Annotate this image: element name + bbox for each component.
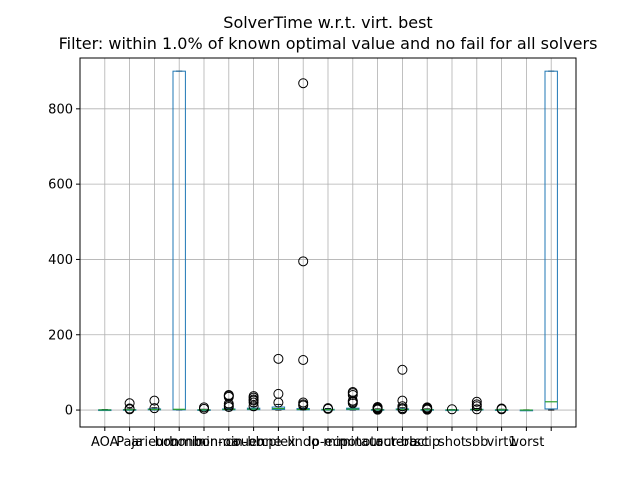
x-tick-label: lindo [287,435,319,450]
x-tick-label: bonmin [155,435,204,450]
y-axis: 0 200 400 600 800 [48,102,80,419]
outlier-point [298,256,309,267]
x-tick-label: minotaur-bb [338,435,417,450]
outlier-point [298,78,309,89]
x-tick-label: scip [414,435,440,450]
box-layer [98,70,558,415]
x-tick-label: shot [438,435,466,450]
x-tick-label: octeract [376,435,430,450]
outlier-point [471,404,482,415]
x-tick-label: couenne [226,435,282,450]
x-tick-label: minotaur [323,435,383,450]
y-tick-label: 400 [48,253,73,268]
outlier-point [223,389,234,400]
outlier-point [273,353,284,364]
outlier-point [273,388,284,399]
outlier-point [422,402,433,413]
outlier-point [397,395,408,406]
y-tick-label: 800 [48,102,73,117]
chart-subtitle: Filter: within 1.0% of known optimal val… [59,34,598,53]
outlier-point [447,404,457,415]
x-tick-label: AOA [91,435,119,450]
outlier-point [471,399,482,410]
x-tick-label: virt1 [487,435,517,450]
grid-layer [80,58,576,427]
box-iqr [544,70,558,410]
outlier-point [323,403,333,414]
x-tick-label: lp-ecp [308,435,348,450]
outlier-point [372,402,383,413]
x-tick-label: cplex [261,435,296,450]
y-tick-label: 200 [48,328,73,343]
chart-title: SolverTime w.r.t. virt. best [223,13,432,32]
outlier-point [347,386,358,397]
x-tick-label: arieurn [131,435,178,450]
outlier-point [149,403,160,414]
outlier-point [397,401,408,412]
y-tick-label: 600 [48,178,73,193]
x-tick-label: bonmin-oa [169,435,239,450]
y-tick-label: 0 [65,404,73,419]
outlier-point [471,396,482,407]
x-tick-label: bonmin-bb [194,435,264,450]
x-axis: AOAPajaarieurnbonminbonmin-oabonmin-bbco… [91,427,552,450]
x-tick-label: sbb [465,435,488,450]
outlier-point [124,403,135,414]
outlier-point [248,391,259,402]
outlier-point [298,354,309,365]
outlier-point [397,364,408,375]
x-tick-label: Paja [116,435,143,450]
outlier-point [199,402,209,413]
outlier-point [298,397,309,408]
outlier-point [124,398,135,409]
outlier-point [149,395,160,406]
x-tick-label: worst [508,435,544,450]
outlier-point [496,403,507,414]
